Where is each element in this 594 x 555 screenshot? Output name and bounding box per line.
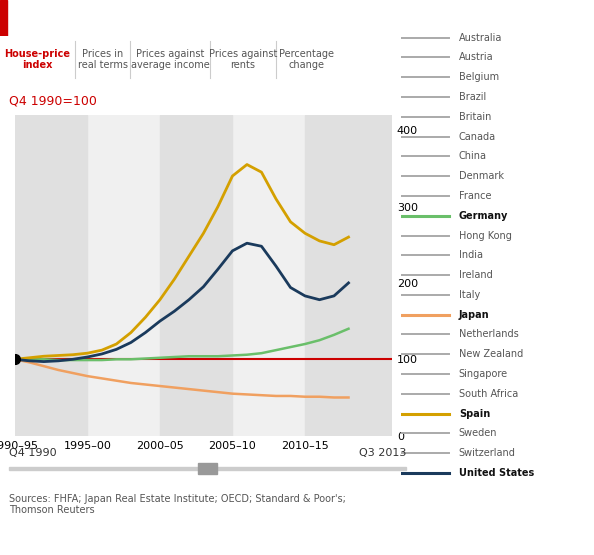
Text: Switzerland: Switzerland xyxy=(459,448,516,458)
Text: Sweden: Sweden xyxy=(459,428,497,438)
Text: Britain: Britain xyxy=(459,112,491,122)
Text: Ireland: Ireland xyxy=(459,270,492,280)
Text: Spain: Spain xyxy=(459,408,490,418)
Text: India: India xyxy=(459,250,483,260)
Bar xyxy=(305,115,392,436)
Text: Q4 1990: Q4 1990 xyxy=(8,447,56,457)
Text: Percentage
change: Percentage change xyxy=(279,49,334,70)
Text: The Economist: The Economist xyxy=(10,11,137,25)
Text: Austria: Austria xyxy=(459,52,494,62)
Text: Q4 1990=100: Q4 1990=100 xyxy=(8,94,96,108)
Text: House-price
index: House-price index xyxy=(4,49,71,70)
Text: Hong Kong: Hong Kong xyxy=(459,230,512,240)
Text: Singapore: Singapore xyxy=(459,369,508,379)
Text: Sources: FHFA; Japan Real Estate Institute; OECD; Standard & Poor's;
Thomson Reu: Sources: FHFA; Japan Real Estate Institu… xyxy=(8,494,346,515)
Text: Brazil: Brazil xyxy=(459,92,486,102)
Bar xyxy=(198,463,217,475)
Text: Italy: Italy xyxy=(459,290,480,300)
Text: Prices in
real terms: Prices in real terms xyxy=(78,49,128,70)
Bar xyxy=(0,0,7,36)
Text: house-price index: house-price index xyxy=(116,11,257,26)
Text: Q3 2013: Q3 2013 xyxy=(359,447,406,457)
Text: Denmark: Denmark xyxy=(459,171,504,181)
Text: New Zealand: New Zealand xyxy=(459,349,523,359)
Text: Prices against
rents: Prices against rents xyxy=(208,49,277,70)
Text: Netherlands: Netherlands xyxy=(459,330,519,340)
Bar xyxy=(8,467,406,471)
Text: Australia: Australia xyxy=(459,33,503,43)
Text: Prices against
average income: Prices against average income xyxy=(131,49,209,70)
Bar xyxy=(160,115,232,436)
Text: Canada: Canada xyxy=(459,132,496,142)
Text: China: China xyxy=(459,152,487,162)
Text: Japan: Japan xyxy=(459,310,489,320)
Text: France: France xyxy=(459,191,491,201)
Text: United States: United States xyxy=(459,468,534,478)
Text: Germany: Germany xyxy=(459,211,508,221)
Text: Belgium: Belgium xyxy=(459,72,499,82)
Bar xyxy=(15,115,87,436)
Text: South Africa: South Africa xyxy=(459,389,518,399)
